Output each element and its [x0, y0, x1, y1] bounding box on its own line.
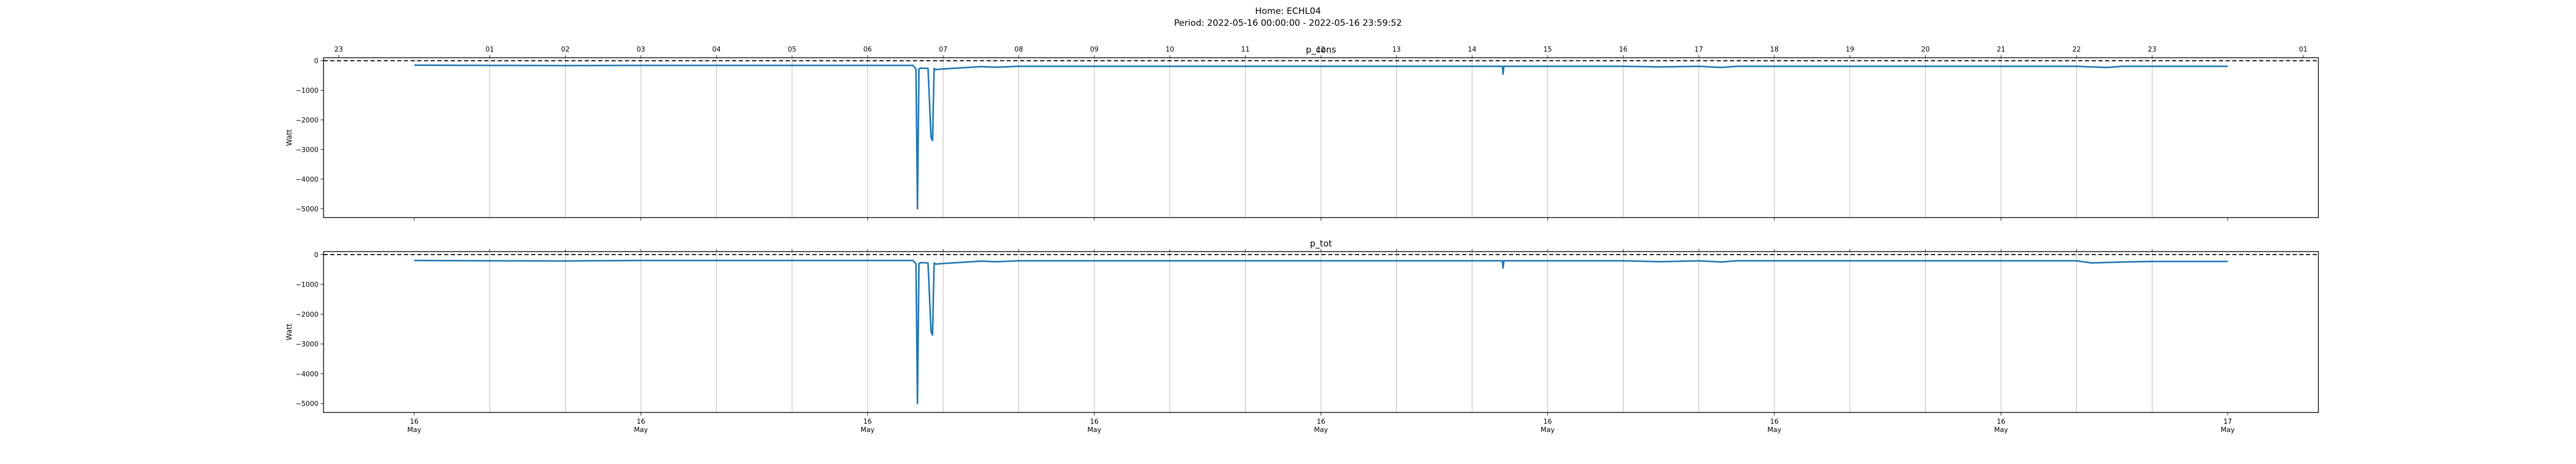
figure-title-line1: Home: ECHL04	[1255, 6, 1321, 16]
top-tick-label: 17	[1694, 46, 1703, 54]
bottom-tick-label-day: 16	[410, 418, 419, 426]
y-tick-label: −4000	[296, 176, 318, 184]
top-tick-label: 06	[863, 46, 872, 54]
bottom-tick-label-day: 16	[1770, 418, 1779, 426]
top-tick-label: 12	[1317, 46, 1326, 54]
top-tick-label: 18	[1770, 46, 1779, 54]
bottom-tick-label-day: 16	[1997, 418, 2006, 426]
top-tick-label: 07	[939, 46, 947, 54]
top-tick-label: 08	[1014, 46, 1023, 54]
panel-title: p_tot	[1310, 239, 1332, 249]
top-tick-label: 11	[1241, 46, 1250, 54]
y-tick-label: −4000	[296, 371, 318, 378]
chart-panel-p-tot: p_tot0−1000−2000−3000−4000−5000Watt16May…	[285, 239, 2319, 434]
top-tick-label: 14	[1468, 46, 1477, 54]
y-tick-label: −1000	[296, 87, 318, 95]
y-tick-label: 0	[314, 252, 318, 259]
chart-panel-p-cons: p_cons 0 −1000 −2000 −3000 −4000 −5000 Watt 23 01…	[285, 45, 2319, 221]
top-tick-label: 01	[2299, 46, 2308, 54]
bottom-tick-label-day: 17	[2224, 418, 2232, 426]
figure-title-line2: Period: 2022-05-16 00:00:00 - 2022-05-16…	[1174, 18, 1402, 28]
bottom-tick-label-month: May	[1768, 426, 1782, 434]
y-axis-label: Watt	[285, 323, 294, 340]
top-tick-label: 03	[637, 46, 646, 54]
bottom-tick-label-month: May	[634, 426, 648, 434]
y-tick-label: −2000	[296, 311, 318, 319]
bottom-tick-label-month: May	[2221, 426, 2235, 434]
bottom-tick-label-month: May	[1994, 426, 2008, 434]
y-tick-label: −1000	[296, 281, 318, 289]
top-tick-label: 13	[1392, 46, 1401, 54]
bottom-tick-label-month: May	[1314, 426, 1328, 434]
top-tick-label: 22	[2072, 46, 2081, 54]
bottom-tick-label-month: May	[1088, 426, 1101, 434]
top-tick-label: 23	[2148, 46, 2157, 54]
y-tick-label: −3000	[296, 146, 318, 154]
bottom-tick-label-day: 16	[1544, 418, 1552, 426]
bottom-tick-label-month: May	[408, 426, 421, 434]
top-tick-label: 05	[788, 46, 796, 54]
y-axis-label: Watt	[285, 129, 294, 146]
top-tick-label: 10	[1165, 46, 1174, 54]
top-tick-label: 16	[1619, 46, 1628, 54]
bottom-tick-label-month: May	[861, 426, 875, 434]
bottom-tick-label-day: 16	[1090, 418, 1099, 426]
top-tick-label: 23	[334, 46, 343, 54]
y-tick-label: −2000	[296, 117, 318, 125]
top-tick-label: 04	[712, 46, 721, 54]
top-tick-label: 19	[1845, 46, 1854, 54]
bottom-tick-label-day: 16	[637, 418, 646, 426]
y-tick-label: −3000	[296, 341, 318, 349]
top-tick-label: 09	[1090, 46, 1099, 54]
y-tick-label: −5000	[296, 401, 318, 408]
bottom-tick-label-day: 16	[1317, 418, 1326, 426]
bottom-tick-label-month: May	[1541, 426, 1555, 434]
top-tick-label: 15	[1544, 46, 1552, 54]
y-tick-label: 0	[314, 58, 318, 65]
top-tick-label: 21	[1997, 46, 2006, 54]
series-line	[414, 259, 2228, 405]
y-tick-label: −5000	[296, 206, 318, 213]
series-line	[414, 64, 2228, 210]
bottom-tick-label-day: 16	[863, 418, 872, 426]
top-tick-label: 20	[1921, 46, 1930, 54]
top-tick-label: 01	[485, 46, 494, 54]
panel-title: p_cons	[1306, 45, 1336, 55]
top-tick-label: 02	[561, 46, 570, 54]
